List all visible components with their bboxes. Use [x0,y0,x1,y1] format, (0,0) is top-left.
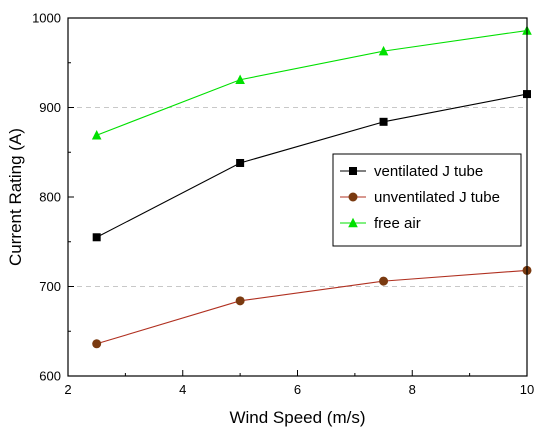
series-layer [91,25,532,349]
legend-label: ventilated J tube [374,163,483,180]
series-line [96,269,528,345]
legend-label: unventilated J tube [374,189,500,206]
legend-item: free air [340,215,421,232]
data-point-square [92,233,101,242]
data-point-circle [348,192,358,202]
legend: ventilated J tube unventilated J tube free… [332,153,522,247]
data-point-square [236,158,245,167]
x-tick-label: 8 [409,382,416,397]
series-line [96,93,528,238]
legend-item: ventilated J tube [340,163,483,180]
x-tick-label: 2 [64,382,71,397]
data-point-square [379,117,388,126]
y-tick-label: 700 [39,279,61,294]
y-tick-label: 900 [39,100,61,115]
data-point-circle [92,339,102,349]
series-unventilated-j-tube [92,265,532,349]
data-point-circle [379,276,389,286]
series-line [96,29,528,136]
data-point-circle [235,296,245,306]
y-tick-label: 800 [39,190,61,205]
legend-label: free air [374,215,421,232]
x-tick-label: 6 [294,382,301,397]
y-tick-label: 600 [39,369,61,384]
data-point-triangle [91,130,102,140]
data-point-triangle [235,74,245,84]
data-point-triangle [378,45,389,56]
axis-ticks: 2 4 6 8 10 600 700 800 900 1000 [32,11,534,398]
y-tick-label: 1000 [32,11,61,26]
x-axis-title: Wind Speed (m/s) [229,408,365,427]
legend-box [332,153,522,247]
data-point-square [349,167,357,175]
x-tick-label: 4 [179,382,186,397]
x-tick-label: 10 [520,382,534,397]
series-free-air [91,25,532,140]
legend-item: unventilated J tube [340,189,500,206]
data-point-triangle [348,217,358,228]
y-axis-title: Current Rating (A) [6,128,25,266]
grid-lines [68,107,527,287]
